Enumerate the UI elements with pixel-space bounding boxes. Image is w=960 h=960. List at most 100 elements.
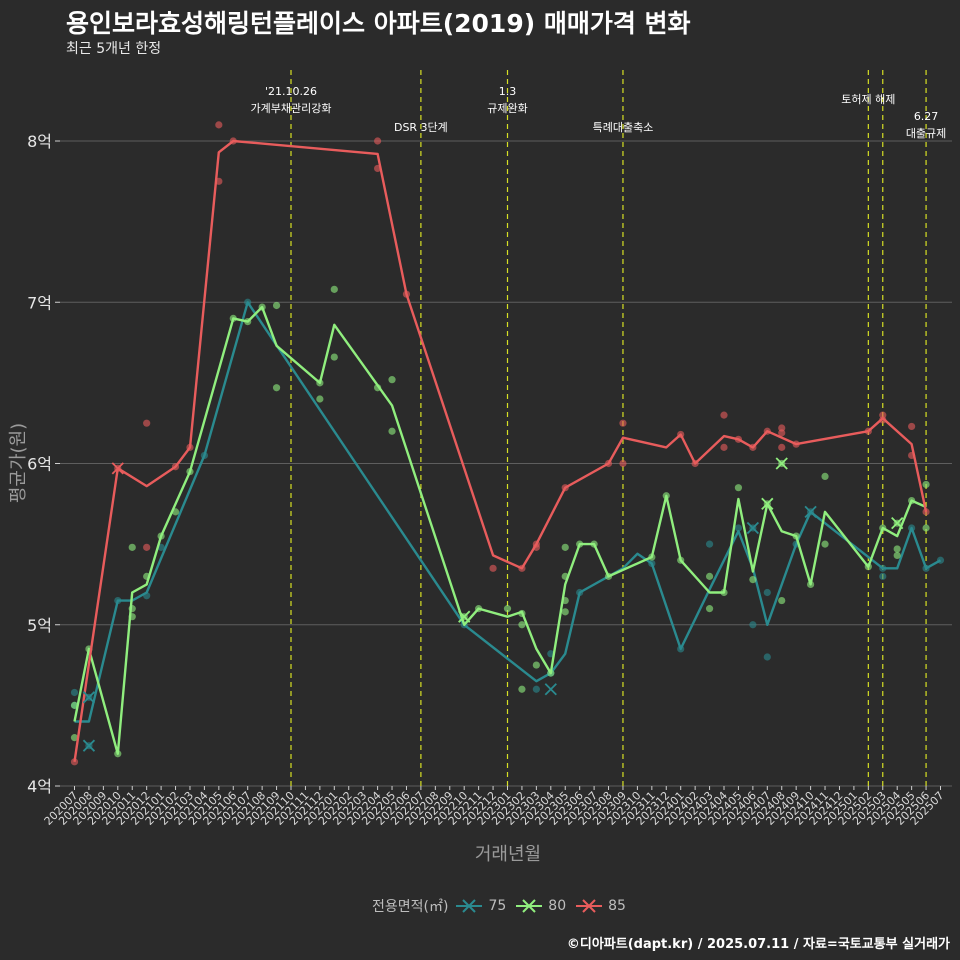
y-tick-label: 4억 [27, 777, 52, 796]
data-point-85 [879, 416, 887, 424]
data-point-80 [518, 621, 526, 629]
data-point-75 [749, 621, 757, 629]
legend-item-80[interactable]: 80 [516, 897, 566, 915]
data-point-80 [749, 576, 757, 584]
data-point-85 [778, 429, 786, 437]
chart-title: 용인보라효성해링턴플레이스 아파트(2019) 매매가격 변화 [66, 9, 691, 38]
data-point-85 [143, 419, 151, 427]
cross-marker [82, 739, 96, 752]
data-point-85 [215, 121, 223, 129]
data-point-75 [763, 653, 771, 661]
legend-label-85: 85 [608, 898, 626, 914]
x-axis-label: 거래년월 [475, 844, 541, 865]
data-point-80 [821, 540, 829, 548]
data-point-85 [720, 411, 728, 419]
data-point-80 [778, 596, 786, 605]
legend: 전용면적(㎡) 75 80 85 [372, 895, 636, 917]
x-axis: 2020072020082020092020102020112020122021… [42, 786, 947, 828]
data-point-80 [734, 484, 743, 492]
data-point-80 [893, 545, 901, 553]
data-point-85 [619, 419, 627, 427]
cross-marker [804, 505, 817, 519]
cross-marker [775, 457, 788, 470]
series-line-75 [74, 301, 942, 723]
event-annotation-text: 토허제 해제 [841, 92, 895, 106]
data-point-80 [330, 353, 338, 361]
data-point-80 [330, 285, 338, 293]
series-line-85 [73, 139, 928, 762]
series-layer [70, 121, 945, 766]
event-annotation-text: 대출규제 [906, 127, 946, 140]
cross-marker [111, 462, 124, 475]
y-tick-label: 6억 [27, 455, 52, 474]
chart-subtitle: 최근 5개년 한정 [66, 41, 162, 57]
data-point-85 [70, 758, 79, 766]
legend-key-80 [516, 899, 543, 913]
y-tick-label: 8억 [27, 132, 52, 151]
data-point-85 [619, 459, 627, 468]
event-annotation-text: DSR 3단계 [394, 121, 448, 134]
cross-marker [544, 683, 557, 696]
cross-markers [82, 457, 904, 752]
data-point-80 [128, 543, 136, 551]
data-point-75 [705, 540, 714, 548]
cross-marker [458, 610, 471, 623]
y-tick-label: 5억 [27, 616, 52, 635]
event-annotation-text: 1.3 [499, 85, 517, 98]
data-point-80 [821, 472, 829, 480]
data-point-80 [922, 524, 930, 532]
event-lines [290, 70, 927, 786]
grid-lines [60, 140, 952, 787]
data-point-75 [763, 588, 771, 597]
data-point-75 [70, 688, 79, 697]
data-point-75 [532, 685, 540, 693]
data-point-80 [532, 661, 540, 669]
data-point-80 [705, 605, 714, 613]
legend-item-75[interactable]: 75 [456, 897, 506, 915]
event-annotation-text: 가계부채관리강화 [251, 102, 332, 115]
data-point-80 [561, 543, 569, 551]
legend-key-75 [456, 899, 483, 913]
event-annotation-text: 6.27 [914, 110, 939, 123]
data-point-80 [388, 427, 396, 435]
cross-marker [82, 691, 96, 704]
legend-label-80: 80 [548, 898, 567, 914]
cross-marker [761, 497, 774, 510]
data-point-80 [272, 384, 281, 392]
data-point-75 [734, 524, 743, 532]
data-point-80 [388, 376, 396, 384]
data-point-80 [922, 480, 930, 489]
data-point-85 [143, 543, 151, 551]
data-point-80 [70, 734, 79, 742]
cross-marker [891, 517, 904, 530]
y-axis-label: 평균가(원) [8, 423, 29, 503]
cross-marker [746, 521, 760, 535]
legend-item-85[interactable]: 85 [576, 897, 626, 915]
legend-title: 전용면적(㎡) [372, 899, 449, 915]
legend-key-85 [576, 899, 603, 913]
y-axis: 4억 5억 6억 7억 8억 [27, 132, 60, 796]
legend-label-75: 75 [488, 898, 507, 914]
data-point-80 [272, 301, 281, 310]
data-point-80 [518, 685, 526, 693]
series-75 [70, 298, 945, 750]
data-point-85 [489, 564, 497, 572]
data-point-85 [374, 137, 382, 145]
data-point-75 [879, 572, 887, 580]
source-caption: ©디아파트(dapt.kr) / 2025.07.11 / 자료=국토교통부 실… [566, 937, 950, 952]
series-line-80 [73, 305, 927, 755]
data-point-80 [316, 395, 324, 403]
event-annotation-text: 규제완화 [487, 102, 527, 115]
data-point-85 [778, 443, 786, 451]
data-point-80 [893, 551, 901, 560]
data-point-85 [720, 443, 728, 451]
y-tick-label: 7억 [27, 293, 52, 312]
data-point-80 [561, 608, 569, 616]
event-annotation-text: '21.10.26 [265, 85, 317, 98]
series-85 [70, 121, 930, 766]
data-point-80 [705, 572, 714, 580]
event-annotation-text: 특례대출축소 [593, 121, 654, 134]
data-point-80 [503, 605, 512, 613]
